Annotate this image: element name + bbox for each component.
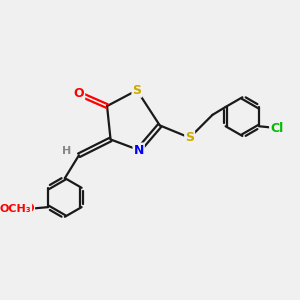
Text: OCH₃: OCH₃ (0, 204, 31, 214)
Text: O: O (74, 87, 84, 100)
Text: Cl: Cl (270, 122, 283, 134)
Text: S: S (185, 131, 194, 144)
Text: H: H (62, 146, 71, 156)
Text: N: N (134, 143, 144, 157)
Text: O: O (23, 202, 34, 215)
Text: S: S (132, 84, 141, 97)
